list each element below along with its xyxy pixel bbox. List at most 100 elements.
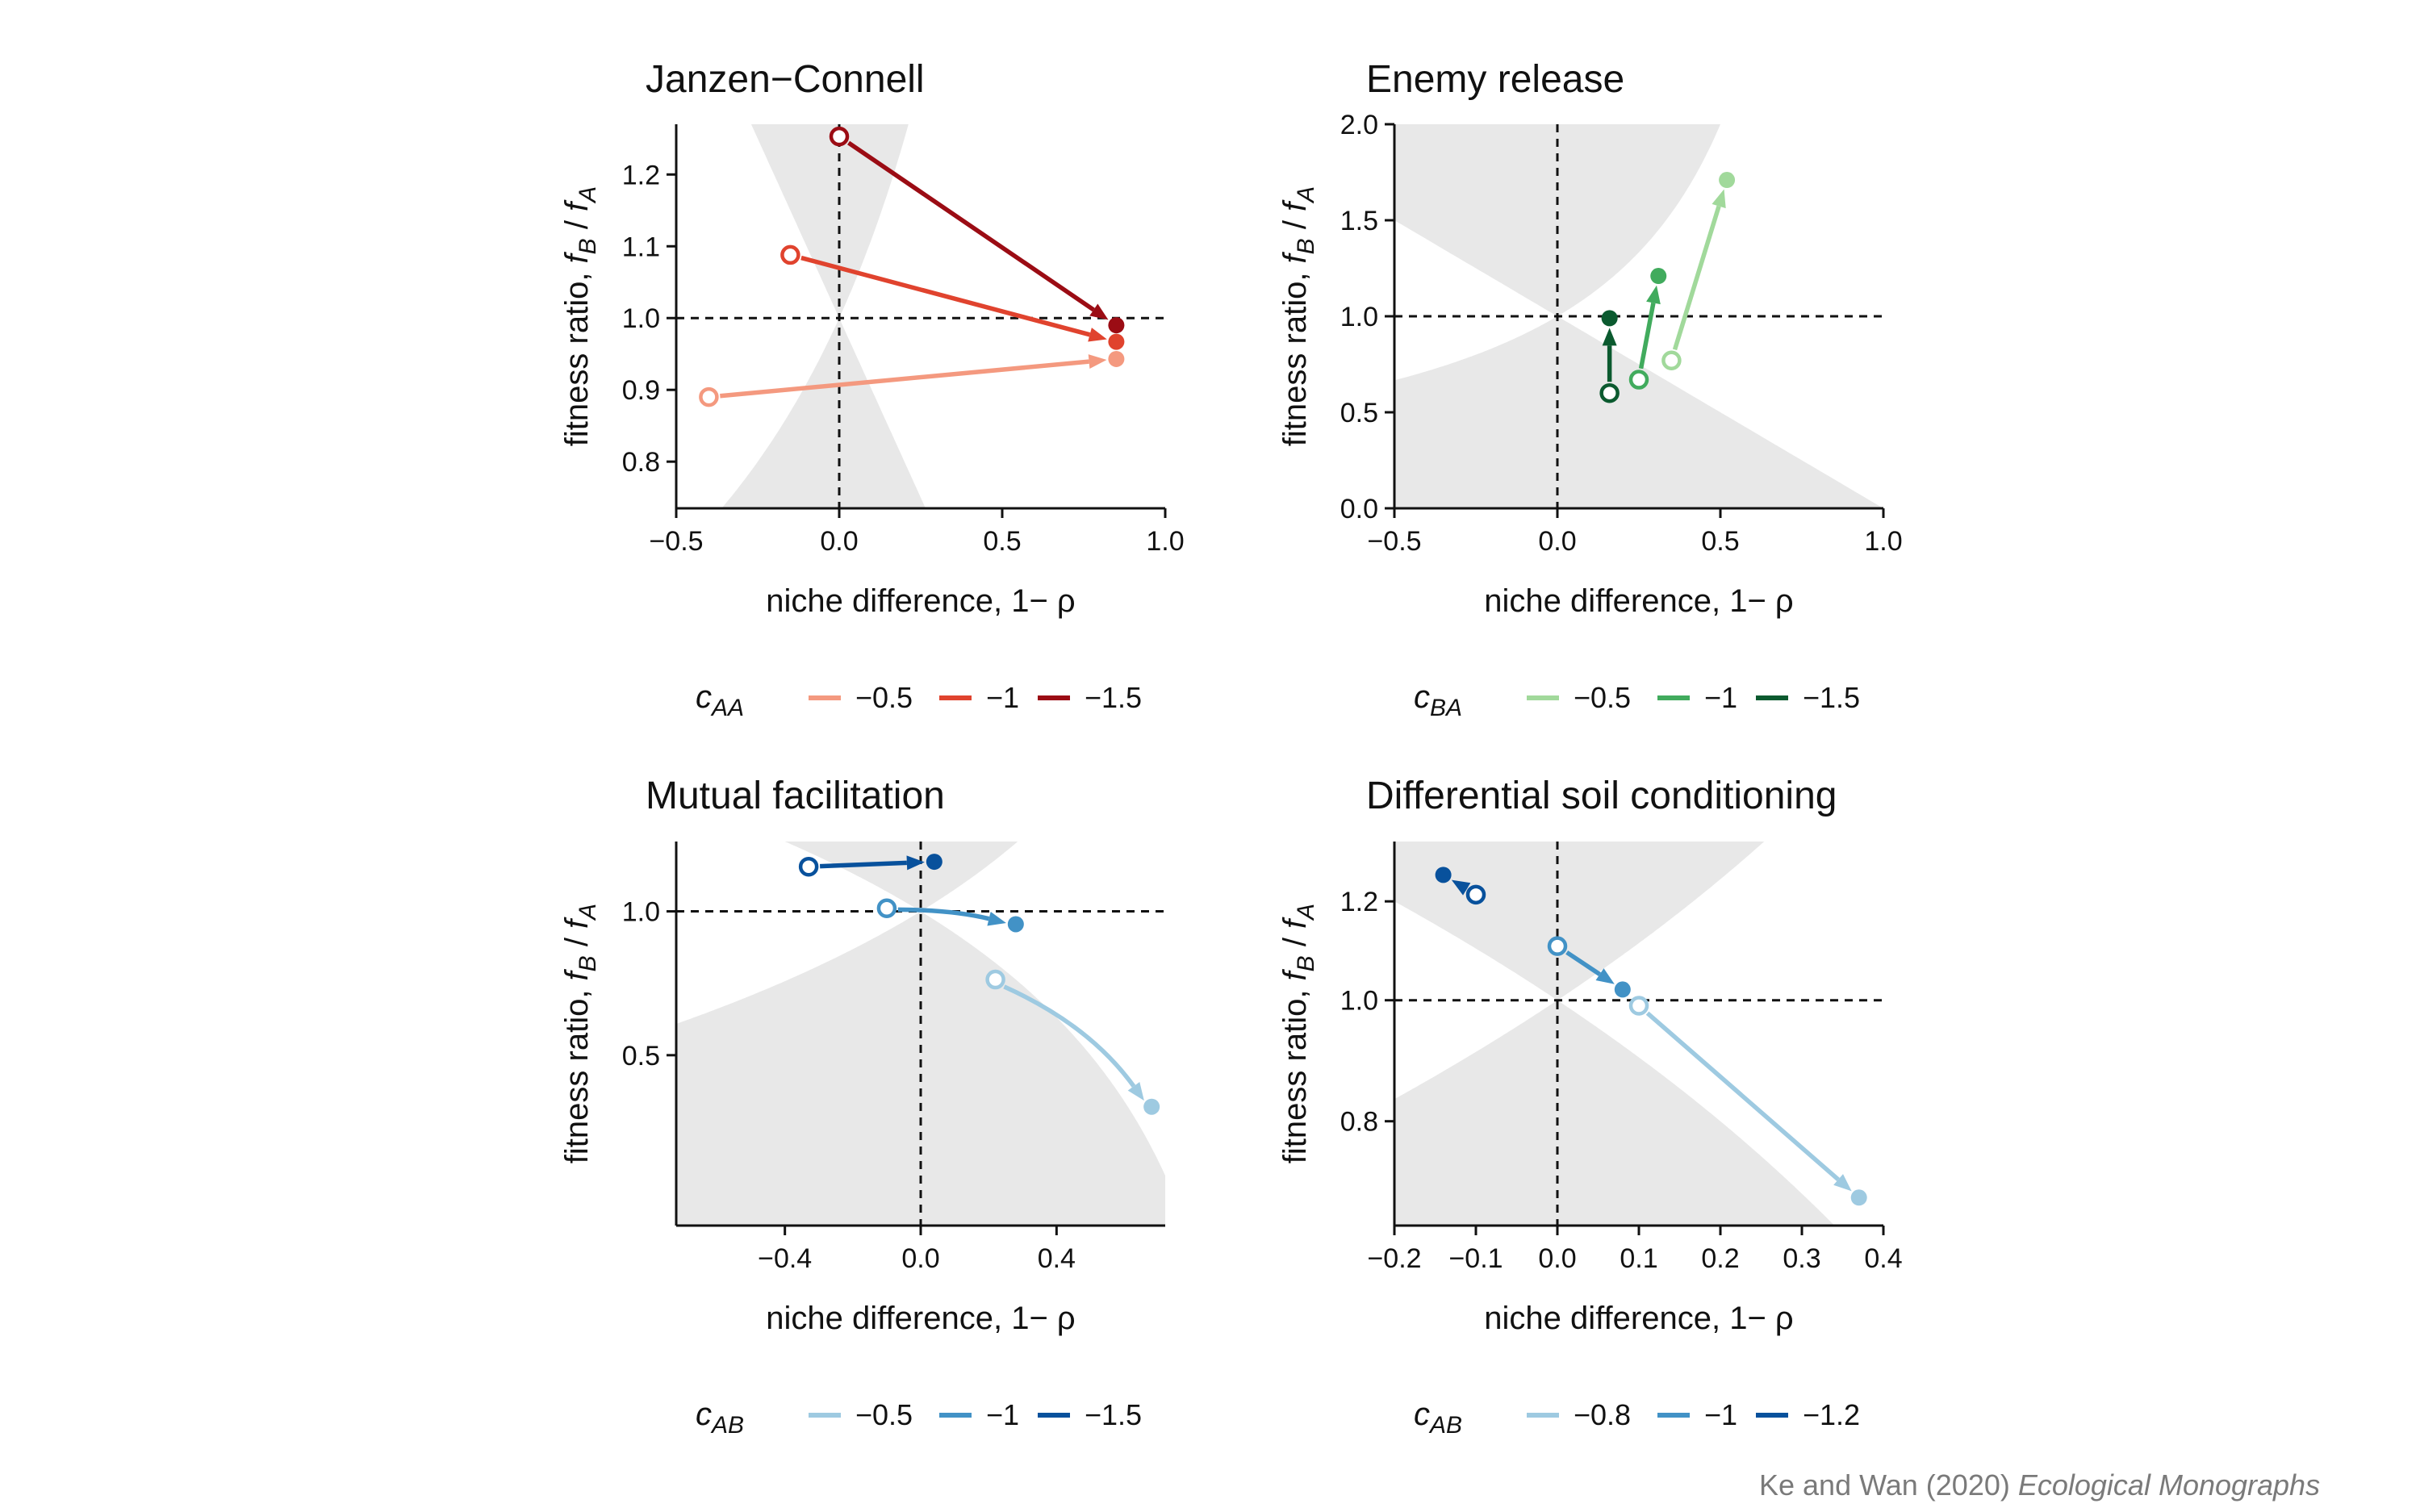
y-tick-label: 0.8 [622,447,660,478]
legend: cBA −0.5 −1 −1.5 [1414,679,1860,721]
y-axis-label-part: A [1293,904,1319,921]
legend-entry-label: −1 [986,1398,1019,1431]
legend-symbol-subscript: AB [710,1412,744,1439]
y-axis-label-part: / [559,929,595,955]
legend-symbol-main: c [1414,679,1430,715]
shade-lower [721,318,926,508]
series-start-point [1628,370,1649,390]
credit-journal: Ecological Monographs [2018,1468,2320,1502]
legend: cAB −0.8 −1 −1.2 [1414,1397,1860,1439]
series-end-point [1143,1098,1160,1115]
series-start-point [1547,936,1568,956]
series-arrow-head [1595,968,1615,984]
legend-symbol-subscript: AB [1428,1412,1462,1439]
legend-entry-label: −1.5 [1803,681,1860,714]
legend-entry-label: −1.5 [1085,1398,1142,1431]
panel-mutual-facilitation: −0.4 0.0 0.4 0.5 1.0 Mutual facilitation niche… [559,775,1165,1439]
x-tick-label: −0.5 [649,526,703,557]
y-tick-label: 0.9 [622,375,660,406]
x-tick-label: 0.0 [1538,526,1576,557]
legend-entry-label: −0.5 [1574,681,1631,714]
series-start-point [699,386,719,407]
y-tick-label: 1.2 [622,160,660,190]
y-tick-label: 1.0 [1340,986,1378,1017]
series-3 [829,126,1125,334]
y-axis-label-part: fitness ratio, [1277,980,1313,1163]
series-arrow-line [820,860,907,869]
y-axis-label: fitness ratio, fB / fA [559,904,601,1163]
y-tick-label: 0.5 [622,1041,660,1071]
series-start-point [780,244,800,265]
y-axis-label: fitness ratio, fB / fA [1277,904,1319,1163]
series-arrow-head [906,855,925,871]
x-tick-label: −0.2 [1367,1243,1421,1274]
series-2 [1628,268,1667,390]
series-arrow-head [1646,285,1661,305]
shade-upper [750,124,909,319]
series-1 [699,350,1125,407]
series-start-point [1661,350,1682,370]
panel-title: Differential soil conditioning [1366,775,1837,817]
y-tick-label: 1.0 [1340,302,1378,332]
series-end-point [1719,172,1736,189]
series-start-point [1599,382,1620,403]
y-tick-label: 1.5 [1340,206,1378,236]
y-axis-label-part: / [559,211,595,238]
series-arrow-head [987,911,1006,926]
series-2 [1547,936,1631,998]
legend: cAB −0.5 −1 −1.5 [696,1397,1142,1439]
series-arrow-line [720,359,1089,399]
legend-entry-label: −0.5 [855,681,913,714]
non-coexistence-region [721,124,926,508]
y-tick-label: 1.1 [622,232,660,262]
shade-lower [1394,1000,1835,1226]
x-tick-label: 1.0 [1146,526,1184,557]
series-arrow-head [1088,354,1107,370]
series-1 [1628,996,1867,1206]
series-end-point [1108,317,1125,334]
x-tick-label: 0.0 [901,1243,939,1274]
x-tick-label: −0.5 [1367,526,1421,557]
y-tick-label: 1.2 [1340,887,1378,917]
series-arrow-head [1127,1082,1144,1101]
y-axis-label-part: B [1293,238,1319,254]
legend-symbol: cBA [1414,679,1462,721]
panel-title: Mutual facilitation [646,775,945,817]
x-tick-label: 0.0 [820,526,858,557]
x-tick-label: 0.5 [1701,526,1739,557]
non-coexistence-region [676,842,1165,1226]
series-arrow-line [800,255,1091,337]
series-end-point [926,854,943,871]
series-arrow-head [1602,328,1617,346]
x-tick-label: 0.4 [1038,1243,1076,1274]
legend-symbol: cAB [696,1397,744,1439]
legend-entry-label: −1.2 [1803,1398,1860,1431]
legend-entry-label: −1.5 [1085,681,1142,714]
series-start-point [829,126,850,147]
series-marks [1435,867,1867,1206]
x-tick-label: −0.1 [1448,1243,1503,1274]
series-arrow-head [1451,879,1471,896]
series-arrow-line [1565,950,1602,976]
legend-symbol: cAA [696,679,744,721]
x-tick-label: 1.0 [1864,526,1902,557]
series-3 [1435,867,1486,905]
series-3 [1599,310,1620,403]
series-end-point [1007,916,1024,933]
y-axis-label-part: / [1277,211,1313,238]
panel-title: Janzen−Connell [646,58,925,101]
figure-credit: Ke and Wan (2020) Ecological Monographs [1759,1468,2320,1502]
y-tick-label: 1.0 [622,897,660,928]
y-axis-label: fitness ratio, fB / fA [559,186,601,446]
x-axis-label: niche difference, 1− ρ [766,1301,1075,1336]
y-tick-label: 0.0 [1340,494,1378,524]
series-marks [1599,172,1736,403]
x-tick-label: 0.2 [1701,1243,1739,1274]
x-axis-label: niche difference, 1− ρ [766,583,1075,619]
y-tick-label: 1.0 [622,303,660,334]
legend-entry-label: −1 [1704,681,1737,714]
panel-janzen-connell: −0.5 0.0 0.5 1.0 0.8 0.9 1.0 1.1 1.2 Janzen−Conne… [559,58,1185,721]
x-tick-label: −0.4 [758,1243,812,1274]
